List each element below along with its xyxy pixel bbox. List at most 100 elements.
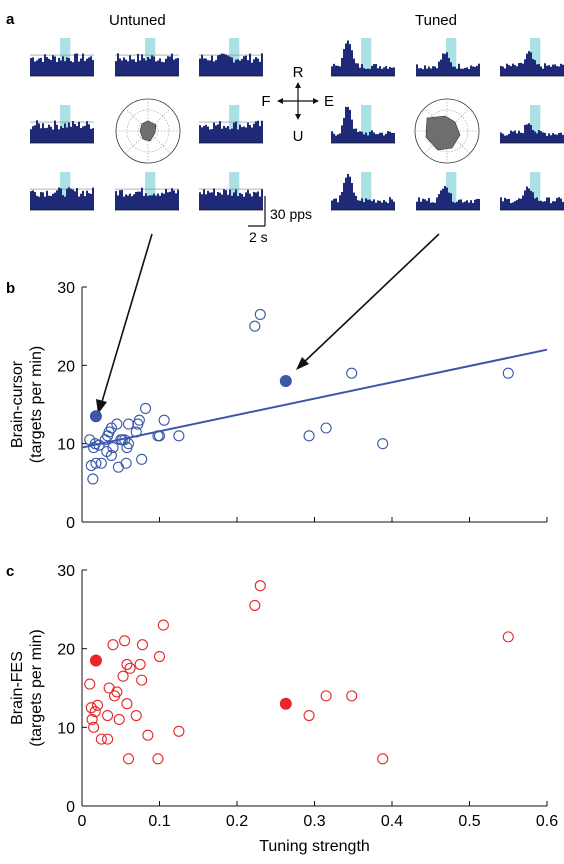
- x-tick-label: 0.1: [148, 813, 170, 830]
- data-point: [320, 422, 332, 434]
- data-point: [117, 670, 129, 682]
- raster-histogram: [500, 105, 564, 144]
- data-point: [113, 713, 125, 726]
- x-tick-label: 0.2: [226, 813, 248, 830]
- chart-brain-cursor: 0 10 20 30 Brain-cursor (targets per min): [9, 280, 548, 532]
- data-point: [122, 418, 135, 430]
- y-tick-label: 10: [57, 437, 75, 454]
- data-point: [121, 698, 133, 710]
- panel-c-label: c: [6, 563, 14, 580]
- raster-histogram: [115, 38, 179, 77]
- raster-histogram: [416, 38, 480, 77]
- scalebar-x-label: 2 s: [249, 229, 268, 245]
- data-point: [173, 430, 185, 442]
- raster-histogram: [500, 172, 564, 211]
- chart-brain-fes: 0 10 20 30 0 0.1 0.2 0.3 0.4 0.5 0.6 Brain-FES (targ…: [9, 563, 558, 855]
- highlighted-data-point: [89, 654, 102, 667]
- data-point: [502, 367, 514, 379]
- x-tick-label: 0: [78, 813, 87, 830]
- data-point: [87, 473, 99, 485]
- y-tick-label: 20: [57, 358, 75, 375]
- data-point: [124, 662, 136, 674]
- data-point: [130, 709, 142, 722]
- data-point: [152, 753, 164, 765]
- regression-line: [81, 348, 548, 449]
- scalebar-y-label: 30 pps: [270, 206, 312, 222]
- data-point: [249, 320, 261, 332]
- raster-histogram: [500, 38, 564, 77]
- data-point: [140, 402, 152, 414]
- data-point: [111, 686, 123, 698]
- data-point: [136, 639, 148, 651]
- data-point: [142, 729, 154, 741]
- data-point: [107, 639, 119, 651]
- data-point: [502, 631, 514, 643]
- data-point: [88, 721, 100, 733]
- data-point: [153, 650, 166, 663]
- y-tick-label: 0: [66, 515, 75, 532]
- data-point: [105, 449, 117, 461]
- histogram-grid: [30, 38, 564, 211]
- data-point: [119, 635, 131, 647]
- raster-histogram: [416, 172, 480, 211]
- data-point: [377, 438, 389, 450]
- x-axis-label: Tuning strength: [259, 838, 370, 855]
- highlighted-data-point: [279, 697, 292, 710]
- panel-b-label: b: [6, 280, 15, 297]
- data-point: [95, 733, 107, 745]
- direction-left-label: F: [261, 93, 270, 110]
- x-tick-label: 0.5: [458, 813, 480, 830]
- raster-histogram: [331, 172, 395, 211]
- data-point: [136, 453, 148, 465]
- data-point: [346, 367, 358, 379]
- x-tick-label: 0.4: [381, 813, 403, 830]
- data-point: [102, 709, 114, 722]
- raster-histogram: [199, 105, 263, 144]
- raster-histogram: [30, 172, 94, 211]
- data-point: [377, 753, 389, 765]
- data-point: [86, 713, 98, 726]
- highlighted-data-point: [279, 375, 292, 387]
- data-point: [122, 438, 135, 450]
- x-tick-label: 0.6: [536, 813, 558, 830]
- raster-histogram: [199, 172, 263, 211]
- direction-up-label: R: [293, 64, 304, 81]
- data-point: [320, 690, 332, 702]
- y-tick-label: 30: [57, 563, 75, 580]
- arrow-untuned: [96, 233, 153, 414]
- data-point: [158, 414, 170, 426]
- polar-plot-tuned: [414, 98, 480, 164]
- y-axis-label: Brain-cursor: [9, 360, 26, 448]
- data-point: [249, 599, 261, 611]
- panel-a-label: a: [6, 11, 15, 28]
- y-axis-label: (targets per min): [28, 629, 45, 746]
- arrow-tuned: [296, 233, 440, 370]
- y-tick-label: 30: [57, 280, 75, 297]
- data-point: [119, 434, 131, 446]
- data-point: [157, 619, 169, 631]
- data-point: [303, 709, 315, 722]
- data-point: [84, 678, 96, 690]
- data-point: [89, 706, 101, 718]
- direction-cross: [277, 82, 319, 120]
- data-point: [254, 580, 266, 592]
- raster-histogram: [30, 105, 94, 144]
- data-point: [91, 699, 104, 711]
- direction-right-label: E: [324, 93, 334, 110]
- data-point: [122, 753, 135, 765]
- raster-histogram: [30, 38, 94, 77]
- data-point: [111, 418, 123, 430]
- data-point: [90, 457, 102, 469]
- highlighted-data-point: [89, 410, 102, 423]
- direction-down-label: U: [293, 128, 304, 145]
- data-point: [95, 457, 107, 469]
- data-point: [134, 658, 146, 670]
- y-tick-label: 10: [57, 720, 75, 737]
- data-point: [133, 414, 145, 426]
- y-axis-label: (targets per min): [28, 346, 45, 463]
- data-point: [107, 442, 119, 454]
- data-point: [130, 426, 142, 438]
- raster-histogram: [199, 38, 263, 77]
- data-point: [303, 430, 315, 442]
